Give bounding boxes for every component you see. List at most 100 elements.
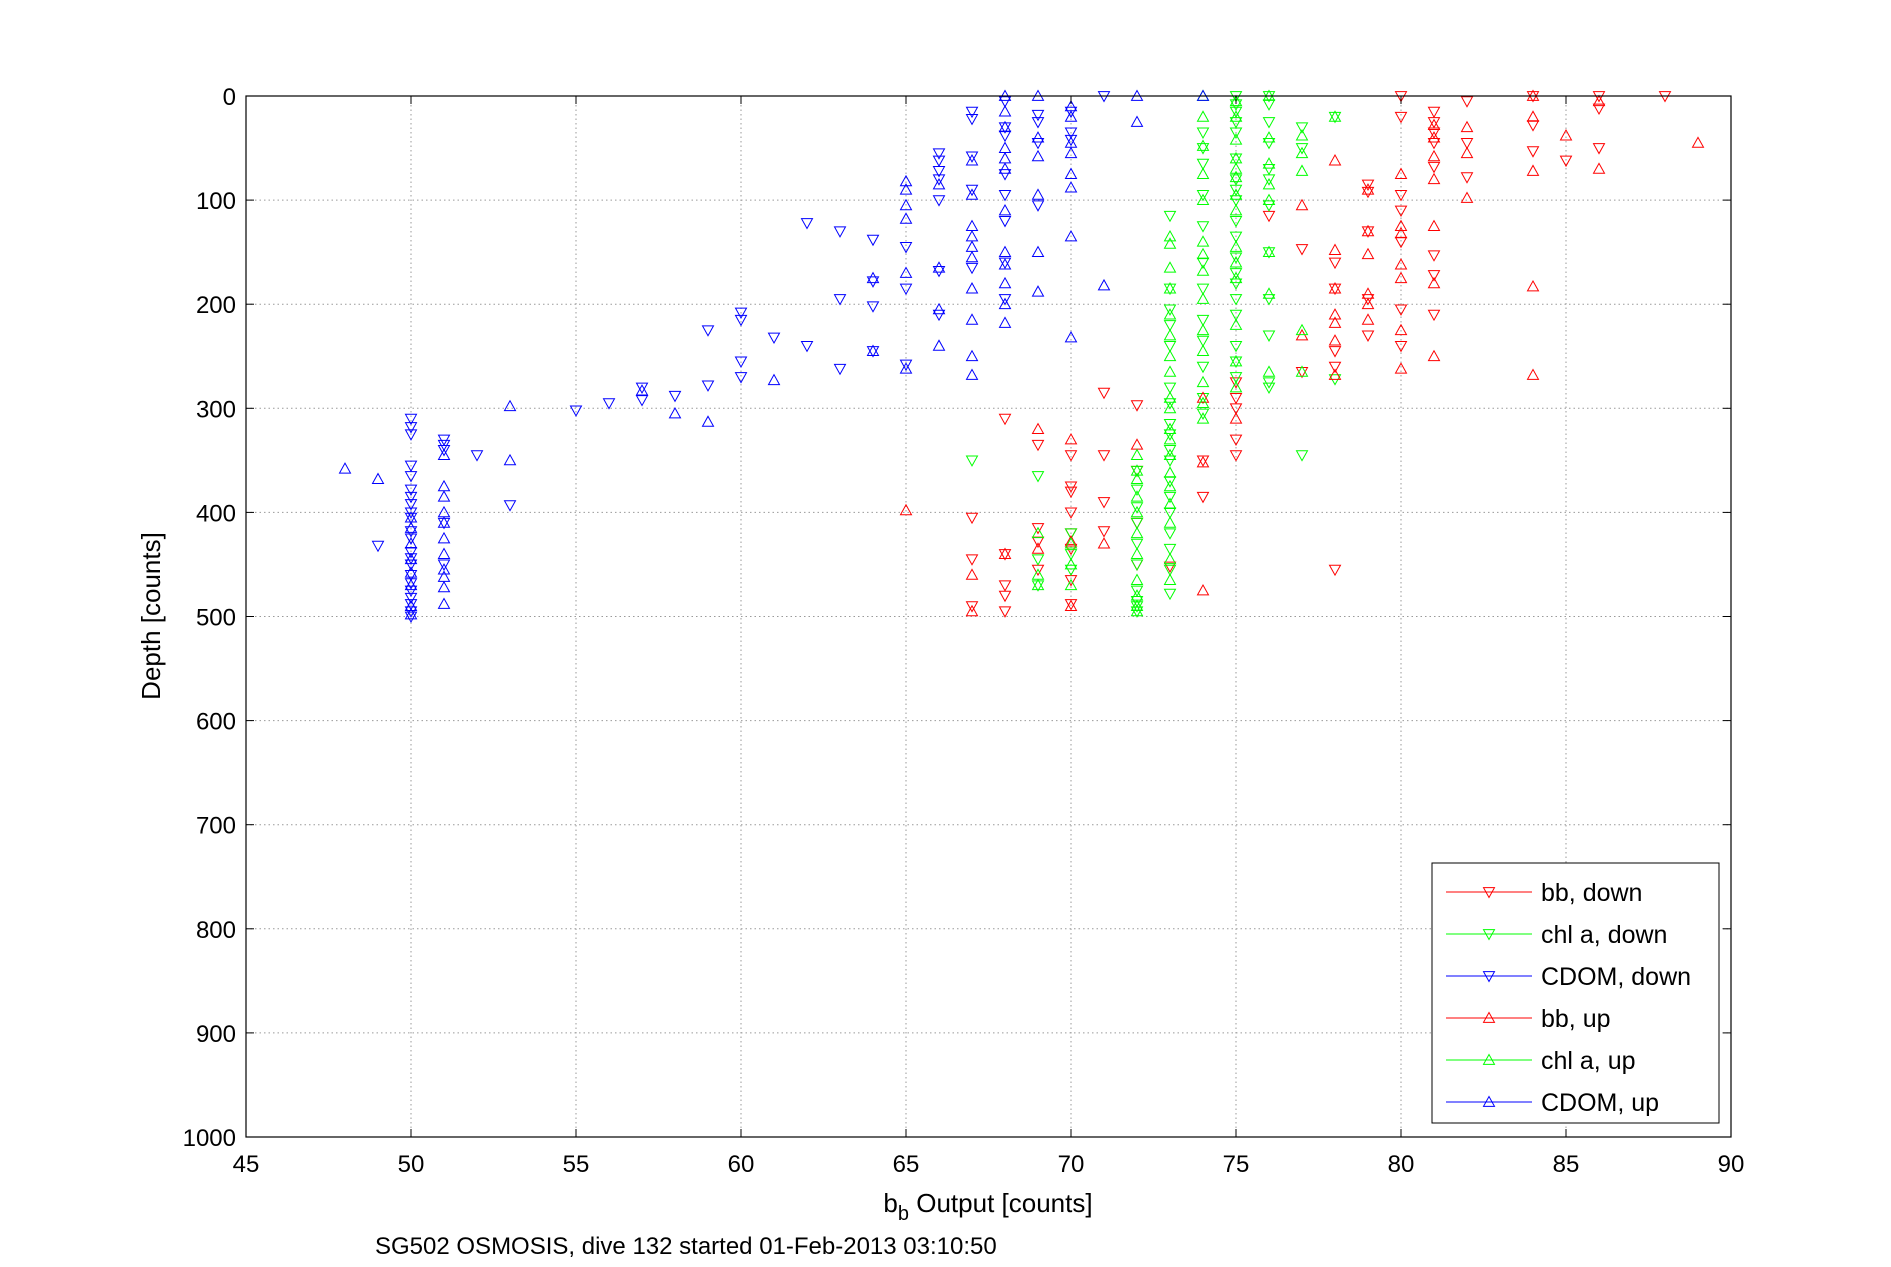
data-point — [701, 415, 715, 427]
data-point — [1163, 398, 1177, 410]
data-point — [1130, 538, 1144, 551]
x-tick-label: 45 — [233, 1151, 260, 1178]
data-point — [569, 405, 583, 417]
data-point — [1229, 434, 1243, 447]
data-point — [899, 242, 913, 254]
data-point — [866, 276, 880, 288]
data-point — [1163, 445, 1177, 457]
grid — [246, 96, 1731, 1137]
y-tick-label: 600 — [196, 709, 236, 736]
data-point — [965, 188, 979, 200]
data-point — [437, 448, 451, 461]
data-point — [1064, 535, 1078, 547]
data-point — [404, 526, 418, 538]
data-point — [1229, 162, 1243, 174]
data-point — [1328, 308, 1342, 320]
legend-label: bb, up — [1541, 1005, 1611, 1033]
data-point — [1526, 146, 1540, 158]
data-point — [1427, 250, 1441, 262]
data-point — [1196, 408, 1210, 421]
data-point — [965, 262, 979, 275]
data-point — [1031, 580, 1045, 592]
data-point — [899, 266, 913, 278]
data-point — [1229, 127, 1243, 139]
data-point — [965, 601, 979, 613]
data-point — [404, 491, 418, 504]
data-point — [1031, 554, 1045, 566]
data-point — [404, 499, 418, 511]
data-point — [1262, 174, 1276, 186]
data-point — [1163, 308, 1177, 320]
data-point — [437, 490, 451, 502]
legend-entry: chl a, down — [1446, 921, 1667, 949]
data-point — [998, 105, 1012, 117]
data-point — [1229, 450, 1243, 462]
data-point — [404, 611, 418, 624]
data-point — [1130, 490, 1144, 502]
data-point — [404, 484, 418, 497]
data-point — [1262, 193, 1276, 205]
data-point — [404, 559, 418, 571]
data-point — [1295, 129, 1309, 141]
data-point — [1196, 235, 1210, 247]
data-point — [965, 106, 979, 119]
data-point — [1361, 247, 1375, 260]
data-point — [437, 559, 451, 571]
data-point — [1031, 523, 1045, 535]
data-point — [998, 96, 1012, 108]
data-point — [1196, 167, 1210, 179]
data-point — [1064, 507, 1078, 519]
legend: bb, down chl a, down CDOM, down bb, up chl a… — [1431, 862, 1720, 1124]
data-point — [965, 368, 979, 380]
data-point — [1064, 557, 1078, 570]
y-tick-label: 200 — [196, 292, 236, 319]
data-point — [1229, 278, 1243, 290]
data-point — [866, 346, 880, 358]
data-point — [1196, 247, 1210, 260]
data-point — [1262, 137, 1276, 150]
data-point — [1031, 471, 1045, 483]
data-point — [1163, 479, 1177, 492]
data-point — [899, 183, 913, 195]
legend-entry: CDOM, down — [1446, 963, 1691, 991]
legend-marker — [1482, 1053, 1496, 1065]
data-point — [1262, 200, 1276, 212]
series-chl-a-down — [965, 91, 1342, 618]
data-point — [998, 606, 1012, 618]
x-tick-label: 80 — [1388, 1151, 1415, 1178]
data-point — [1064, 433, 1078, 445]
data-point — [1262, 294, 1276, 306]
data-point — [1097, 278, 1111, 291]
data-point — [1163, 455, 1177, 467]
legend-label: bb, down — [1541, 879, 1642, 907]
data-point — [1229, 309, 1243, 322]
data-point — [404, 585, 418, 598]
data-point — [1163, 349, 1177, 362]
data-point — [1394, 340, 1408, 353]
data-point — [1262, 247, 1276, 259]
data-point — [602, 398, 616, 410]
data-point — [1064, 110, 1078, 122]
data-point — [1229, 377, 1243, 389]
data-point — [1592, 94, 1606, 107]
data-point — [767, 332, 781, 345]
data-point — [1163, 429, 1177, 441]
data-point — [371, 472, 385, 484]
data-point — [1130, 573, 1144, 585]
data-point — [932, 339, 946, 351]
data-point — [1196, 583, 1210, 596]
data-point — [1097, 526, 1111, 538]
data-point — [1295, 323, 1309, 336]
axis-ticks: 45 50 55 60 65 70 75 80 85 9001002003004005006007… — [183, 84, 1745, 1178]
data-point — [1064, 330, 1078, 343]
data-point — [1196, 323, 1210, 336]
data-point — [503, 453, 517, 466]
data-point — [965, 604, 979, 617]
data-point — [1394, 323, 1408, 336]
data-point — [932, 309, 946, 322]
data-point — [1262, 382, 1276, 395]
data-point — [998, 216, 1012, 228]
data-point — [1064, 146, 1078, 159]
data-point — [1229, 340, 1243, 353]
data-point — [932, 177, 946, 190]
